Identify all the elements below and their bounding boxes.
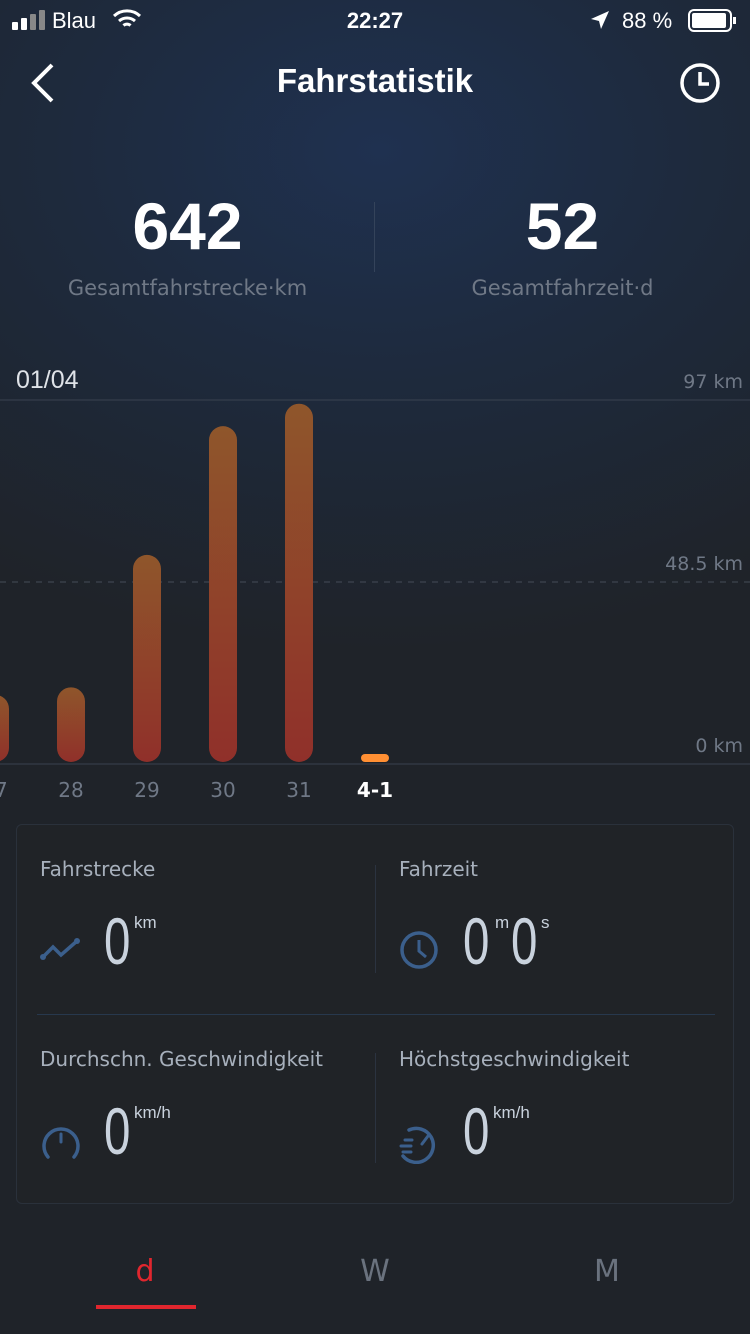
status-bar: Blau 22:27 88 % xyxy=(0,0,750,40)
x-tick-label: 31 xyxy=(286,778,311,802)
total-time: 52 xyxy=(525,189,600,263)
total-distance-label: Gesamtfahrstrecke·km xyxy=(67,276,308,300)
wifi-icon xyxy=(112,8,142,36)
stat-unit: km/h xyxy=(493,1103,530,1122)
stat-label: Fahrstrecke xyxy=(40,857,156,881)
signal-icon xyxy=(12,10,48,36)
stat-unit: m xyxy=(495,913,510,932)
stat-label: Durchschn. Geschwindigkeit xyxy=(40,1047,324,1071)
stat-unit: km xyxy=(134,913,157,932)
speedometer-icon xyxy=(42,1127,80,1159)
ytick-label: 48.5 km xyxy=(665,553,743,575)
bar-29[interactable] xyxy=(133,554,161,762)
bar-28[interactable] xyxy=(57,687,85,762)
stat-avg-speed: Durchschn. Geschwindigkeit 0 km/h xyxy=(40,1047,324,1168)
x-tick-label: 29 xyxy=(134,778,159,802)
battery-icon xyxy=(688,9,738,39)
tab-month[interactable]: M xyxy=(594,1254,620,1289)
fast-speedometer-icon xyxy=(399,1126,435,1164)
history-clock-button[interactable] xyxy=(678,61,722,109)
divider xyxy=(375,865,376,973)
clock: 22:27 xyxy=(346,8,404,33)
tab-indicator xyxy=(96,1305,196,1309)
divider xyxy=(374,202,375,272)
stat-value-minutes: 0 xyxy=(463,904,490,978)
ytick-label: 0 km xyxy=(695,735,743,757)
stat-time: Fahrzeit 0 m 0 s xyxy=(399,857,550,978)
bar-30[interactable] xyxy=(209,426,237,762)
stat-max-speed: Höchstgeschwindigkeit 0 km/h xyxy=(399,1047,630,1168)
x-tick-label: 27 xyxy=(0,778,8,802)
stat-label: Höchstgeschwindigkeit xyxy=(399,1047,630,1071)
total-distance: 642 xyxy=(132,189,243,263)
divider xyxy=(37,1014,715,1015)
bar-27[interactable] xyxy=(0,695,9,762)
trend-line-icon xyxy=(40,938,80,960)
location-icon xyxy=(590,10,610,36)
chart-date: 01/04 xyxy=(16,366,79,394)
stat-distance: Fahrstrecke 0 km xyxy=(40,857,157,978)
divider xyxy=(375,1053,376,1163)
total-time-label: Gesamtfahrzeit·d xyxy=(471,276,654,300)
x-tick-label: 28 xyxy=(58,778,83,802)
stat-unit: s xyxy=(541,913,550,932)
back-button[interactable] xyxy=(28,62,58,108)
battery-percent: 88 % xyxy=(622,8,673,33)
tab-week[interactable]: W xyxy=(360,1254,390,1289)
ytick-label: 97 km xyxy=(683,371,743,393)
stat-value: 0 xyxy=(104,904,131,978)
bar-4-1[interactable] xyxy=(361,754,389,762)
bar-31[interactable] xyxy=(285,403,313,762)
stat-value: 0 xyxy=(463,1094,490,1168)
x-tick-label: 4-1 xyxy=(357,778,393,802)
x-tick-label: 30 xyxy=(210,778,235,802)
stats-card: Fahrstrecke 0 km Fahrzeit 0 m 0 s Durchs… xyxy=(16,824,734,1204)
stat-label: Fahrzeit xyxy=(399,857,479,881)
page-title: Fahrstatistik xyxy=(276,62,474,99)
carrier: Blau xyxy=(52,8,97,33)
stat-value-seconds: 0 xyxy=(511,904,538,978)
bar-chart: 97 km 48.5 km 0 km 27 28 29 30 31 4-1 xyxy=(0,371,750,802)
stat-value: 0 xyxy=(104,1094,131,1168)
clock-icon xyxy=(400,931,438,969)
stat-unit: km/h xyxy=(134,1103,171,1122)
tab-day[interactable]: d xyxy=(135,1254,155,1289)
